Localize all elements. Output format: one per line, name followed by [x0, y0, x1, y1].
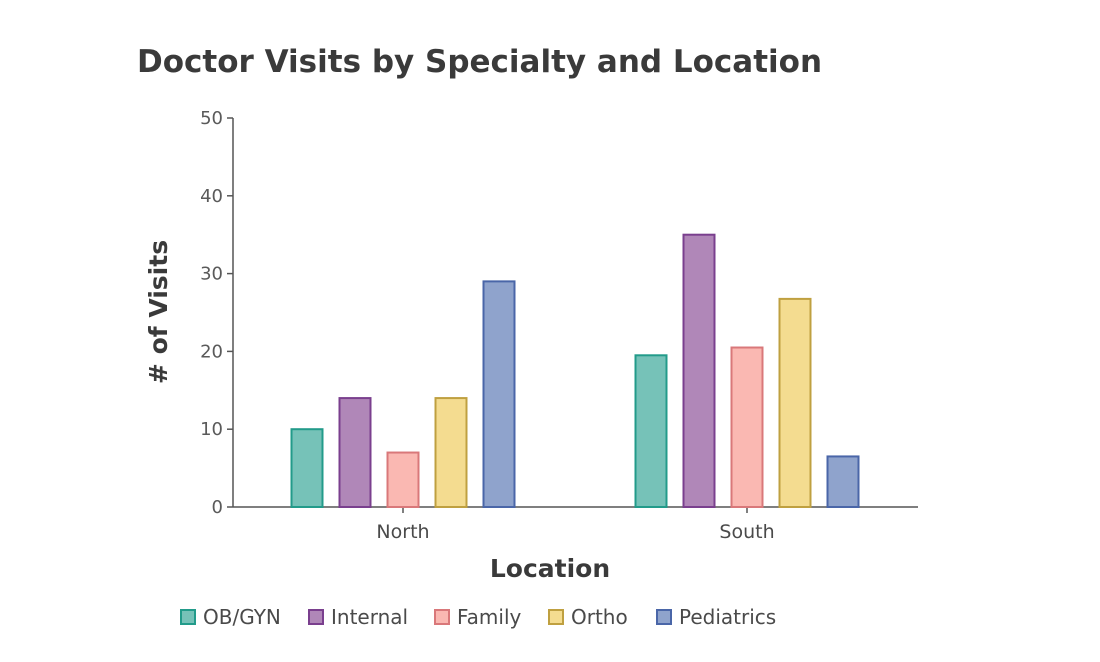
bar-internal-south	[682, 233, 716, 508]
legend-item-ob-gyn: OB/GYN	[180, 605, 281, 629]
bar-ob-gyn-south	[634, 354, 668, 509]
x-tick-label: South	[719, 521, 774, 543]
y-tick-label: 30	[200, 264, 223, 285]
legend-swatch	[656, 609, 672, 625]
y-tick-label: 40	[200, 186, 223, 207]
bar-pediatrics-north	[482, 280, 516, 508]
legend: OB/GYN Internal Family Ortho Pediatrics	[180, 605, 776, 629]
legend-swatch	[548, 609, 564, 625]
legend-item-ortho: Ortho	[548, 605, 628, 629]
plot-area: 0 10 20 30 40 50 North South	[200, 108, 918, 543]
x-axis-title: Location	[490, 554, 610, 583]
legend-label: Family	[457, 605, 522, 629]
legend-label: Pediatrics	[679, 605, 776, 629]
bar-ortho-south	[778, 297, 812, 509]
y-tick-label: 50	[200, 108, 223, 129]
legend-label: Internal	[331, 605, 408, 629]
legend-item-family: Family	[434, 605, 522, 629]
legend-swatch	[180, 609, 196, 625]
bar-family-south	[730, 346, 764, 509]
bar-ortho-north	[434, 397, 468, 508]
bar-ob-gyn-north	[290, 428, 324, 509]
y-tick-label: 20	[200, 341, 223, 362]
legend-swatch	[434, 609, 450, 625]
legend-item-internal: Internal	[308, 605, 408, 629]
legend-label: Ortho	[571, 605, 628, 629]
chart-title: Doctor Visits by Specialty and Location	[137, 44, 822, 80]
y-tick-label: 0	[212, 497, 223, 518]
y-tick-label: 10	[200, 419, 223, 440]
bar-internal-north	[338, 397, 372, 508]
legend-label: OB/GYN	[203, 605, 281, 629]
legend-item-pediatrics: Pediatrics	[656, 605, 776, 629]
legend-swatch	[308, 609, 324, 625]
x-tick-label: North	[376, 521, 429, 543]
bar-family-north	[386, 451, 420, 509]
y-axis-title: # of Visits	[144, 240, 173, 384]
bar-pediatrics-south	[826, 455, 860, 508]
